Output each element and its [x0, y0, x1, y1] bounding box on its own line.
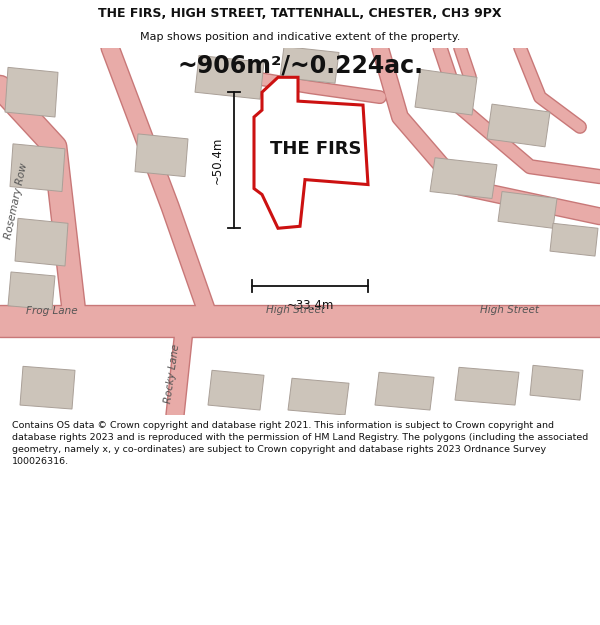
- Polygon shape: [487, 104, 550, 147]
- Text: ~33.4m: ~33.4m: [286, 299, 334, 312]
- Text: THE FIRS, HIGH STREET, TATTENHALL, CHESTER, CH3 9PX: THE FIRS, HIGH STREET, TATTENHALL, CHEST…: [98, 7, 502, 20]
- Polygon shape: [8, 272, 55, 310]
- Polygon shape: [135, 134, 188, 177]
- Text: Rosemary Row: Rosemary Row: [3, 162, 29, 241]
- Polygon shape: [455, 368, 519, 405]
- Text: THE FIRS: THE FIRS: [270, 140, 362, 158]
- Text: ~50.4m: ~50.4m: [211, 136, 223, 184]
- Text: Contains OS data © Crown copyright and database right 2021. This information is : Contains OS data © Crown copyright and d…: [12, 421, 588, 466]
- Polygon shape: [254, 78, 368, 228]
- Text: ~906m²/~0.224ac.: ~906m²/~0.224ac.: [177, 53, 423, 78]
- Polygon shape: [208, 370, 264, 410]
- Text: Frog Lane: Frog Lane: [26, 306, 78, 316]
- Text: High Street: High Street: [265, 305, 325, 315]
- Polygon shape: [415, 69, 477, 115]
- Polygon shape: [550, 223, 598, 256]
- Text: Map shows position and indicative extent of the property.: Map shows position and indicative extent…: [140, 32, 460, 42]
- Polygon shape: [530, 366, 583, 400]
- Text: Rocky Lane: Rocky Lane: [163, 343, 181, 404]
- Polygon shape: [5, 68, 58, 117]
- Polygon shape: [10, 144, 65, 191]
- Polygon shape: [20, 366, 75, 409]
- Polygon shape: [430, 158, 497, 199]
- Polygon shape: [375, 372, 434, 410]
- Polygon shape: [15, 218, 68, 266]
- Polygon shape: [498, 191, 557, 228]
- Text: High Street: High Street: [481, 305, 539, 315]
- Polygon shape: [195, 56, 264, 99]
- Polygon shape: [280, 46, 339, 83]
- Polygon shape: [288, 378, 349, 415]
